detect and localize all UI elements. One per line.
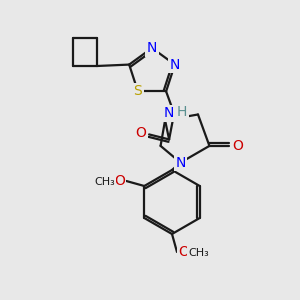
Text: N: N xyxy=(147,41,157,55)
Text: H: H xyxy=(177,105,187,119)
Text: O: O xyxy=(136,126,146,140)
Text: CH₃: CH₃ xyxy=(189,248,209,258)
Text: O: O xyxy=(178,245,189,259)
Text: CH₃: CH₃ xyxy=(94,177,115,187)
Text: N: N xyxy=(164,106,174,120)
Text: N: N xyxy=(175,156,186,170)
Text: N: N xyxy=(169,58,180,72)
Text: S: S xyxy=(134,84,142,98)
Text: O: O xyxy=(114,174,125,188)
Text: O: O xyxy=(232,139,243,153)
